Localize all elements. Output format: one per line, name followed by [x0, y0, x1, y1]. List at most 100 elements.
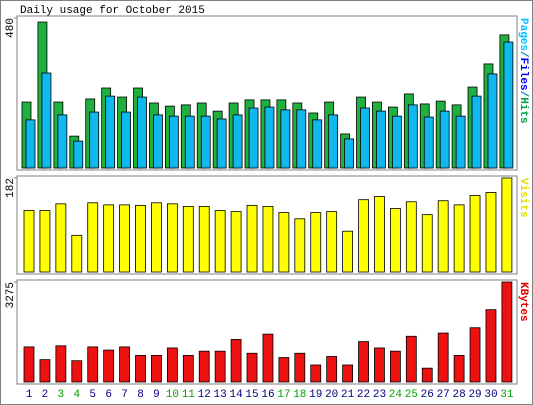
x-tick-label: 15 — [245, 389, 258, 401]
x-tick-label: 8 — [137, 389, 144, 401]
x-tick-label: 21 — [341, 389, 355, 401]
bar — [453, 355, 465, 383]
bar — [41, 72, 52, 169]
bar — [264, 106, 275, 169]
bar — [389, 208, 401, 273]
bar — [230, 211, 242, 273]
x-tick-label: 11 — [182, 389, 196, 401]
bar — [487, 73, 498, 169]
x-tick-label: 23 — [373, 389, 386, 401]
bar — [55, 203, 67, 273]
bar — [310, 212, 322, 273]
y-label-part: Files — [517, 58, 529, 91]
bar — [455, 115, 466, 169]
bar — [501, 281, 513, 383]
bar — [103, 349, 115, 383]
y-label-part: Visits — [517, 178, 529, 218]
bar — [485, 192, 497, 273]
x-tick-label: 30 — [484, 389, 497, 401]
bar — [230, 339, 242, 383]
bar — [168, 115, 179, 169]
bar — [423, 116, 434, 169]
bar — [342, 364, 354, 383]
x-tick-label: 19 — [309, 389, 322, 401]
bar — [326, 356, 338, 383]
bar — [71, 234, 83, 273]
bar — [312, 119, 323, 169]
bar — [71, 360, 83, 383]
bar — [23, 346, 35, 383]
bar — [344, 138, 355, 169]
bar — [391, 115, 402, 169]
bar — [119, 204, 130, 273]
x-tick-label: 24 — [389, 389, 403, 401]
bar — [200, 115, 211, 169]
bar — [25, 119, 36, 169]
y-label-part: Pages — [517, 18, 529, 51]
bar — [214, 210, 226, 273]
x-tick-label: 3 — [58, 389, 65, 401]
bar — [153, 114, 163, 169]
bar — [389, 350, 401, 383]
x-tick-label: 7 — [121, 389, 128, 401]
x-tick-label: 31 — [500, 389, 514, 401]
bar — [405, 335, 417, 383]
bar — [73, 140, 84, 169]
bar — [184, 115, 195, 169]
bar — [469, 327, 481, 383]
bar — [342, 230, 354, 273]
bar — [216, 118, 227, 169]
x-tick-label: 29 — [468, 389, 481, 401]
x-tick-label: 22 — [357, 389, 370, 401]
bar — [151, 202, 162, 273]
x-tick-label: 14 — [229, 389, 243, 401]
x-tick-label: 18 — [293, 389, 306, 401]
x-tick-label: 28 — [453, 389, 466, 401]
x-tick-label: 16 — [261, 389, 274, 401]
bar — [296, 109, 307, 169]
bar — [328, 114, 339, 169]
bar — [310, 364, 322, 383]
x-tick-label: 27 — [437, 389, 450, 401]
bar — [376, 110, 386, 169]
x-tick-label: 10 — [166, 389, 179, 401]
bar — [182, 206, 194, 273]
bar — [137, 96, 147, 169]
x-tick-label: 4 — [73, 389, 80, 401]
bar — [437, 200, 449, 273]
bar — [278, 357, 290, 383]
bar — [105, 95, 116, 169]
x-tick-label: 13 — [214, 389, 227, 401]
bar — [294, 352, 306, 383]
chart-title: Daily usage for October 2015 — [20, 5, 205, 17]
y-label-part: Hits — [517, 97, 529, 123]
bar — [57, 114, 68, 169]
bar — [453, 204, 465, 273]
y-tick-label: 480 — [5, 18, 17, 38]
x-tick-label: 1 — [26, 389, 33, 401]
bar — [374, 347, 385, 383]
bar — [405, 201, 417, 273]
x-tick-label: 25 — [405, 389, 418, 401]
bar — [198, 350, 210, 383]
bar — [55, 345, 67, 383]
bar — [421, 367, 433, 383]
bar — [407, 104, 418, 169]
x-tick-label: 9 — [153, 389, 160, 401]
x-tick-label: 5 — [89, 389, 96, 401]
bar — [39, 359, 51, 383]
bar — [471, 95, 482, 169]
bar — [262, 206, 274, 273]
bar — [246, 204, 258, 273]
bar — [246, 352, 258, 383]
bar — [294, 218, 306, 273]
bar — [121, 111, 131, 169]
bar — [166, 347, 178, 383]
bar — [437, 332, 449, 383]
x-tick-label: 26 — [421, 389, 434, 401]
bar — [469, 195, 481, 273]
bar — [360, 107, 370, 169]
y-label-part: / — [517, 51, 529, 58]
x-tick-label: 17 — [277, 389, 290, 401]
bar — [485, 309, 497, 383]
